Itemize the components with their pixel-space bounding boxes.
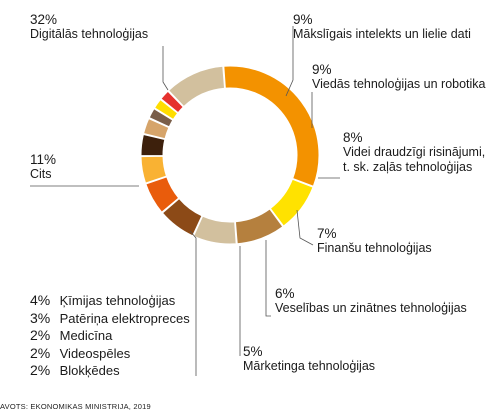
name-ai: Mākslīgais intelekts un lielie dati	[293, 27, 471, 41]
row-electro: 3% Patēriņa elektropreces	[30, 310, 190, 328]
name-block: Blokķēdes	[59, 363, 120, 378]
slice-10	[153, 98, 179, 121]
row-med: 2% Medicīna	[30, 327, 190, 345]
name-med: Medicīna	[59, 328, 113, 343]
name-games: Videospēles	[59, 345, 131, 361]
name-health: Veselības un zinātnes tehnoloģijas	[275, 301, 467, 315]
label-small-group: 4% Ķīmijas tehnoloģijas 3% Patēriņa elek…	[30, 292, 190, 380]
label-digital: 32% Digitālās tehnoloģijas	[30, 12, 148, 42]
name-green-2: t. sk. zaļās tehnoloģijas	[343, 160, 473, 174]
slice-0	[223, 65, 320, 187]
row-chem: 4% Ķīmijas tehnoloģijas	[30, 292, 190, 310]
pct-marketing: 5%	[243, 344, 263, 359]
slice-5	[145, 176, 180, 213]
pct-fintech: 7%	[317, 226, 337, 241]
name-chem: Ķīmijas tehnoloģijas	[59, 293, 176, 308]
label-fintech: 7% Finanšu tehnoloģijas	[317, 226, 432, 256]
slice-3	[192, 215, 237, 245]
name-marketing: Mārketinga tehnoloģijas	[243, 359, 376, 373]
name-green-1: Videi draudzīgi risinājumi,	[343, 145, 486, 159]
pct-electro: 3%	[30, 309, 51, 326]
label-other: 11% Cits	[30, 152, 56, 182]
pct-chem: 4%	[30, 292, 51, 308]
pct-smart: 9%	[312, 62, 332, 77]
pct-green: 8%	[343, 130, 363, 145]
leader-fintech	[296, 209, 314, 246]
leader-health	[265, 240, 271, 317]
label-smart: 9% Viedās tehnoloģijas un robotika	[312, 62, 486, 92]
name-electro: Patēriņa elektropreces	[59, 310, 190, 326]
slice-6	[140, 155, 168, 184]
name-smart: Viedās tehnoloģijas un robotika	[312, 77, 486, 91]
pct-other: 11%	[30, 152, 57, 167]
pct-ai: 9%	[293, 12, 313, 27]
slice-4	[161, 197, 203, 237]
slice-8	[143, 117, 170, 140]
leader-digital	[162, 46, 169, 91]
pct-block: 2%	[30, 362, 51, 378]
slice-12	[167, 65, 226, 108]
leader-small	[189, 230, 197, 376]
slice-11	[160, 90, 184, 114]
slice-1	[269, 178, 314, 227]
name-other: Cits	[30, 167, 52, 181]
slice-7	[140, 133, 166, 157]
slice-9	[148, 108, 174, 128]
pct-games: 2%	[30, 344, 51, 361]
name-fintech: Finanšu tehnoloģijas	[317, 241, 432, 255]
pct-digital: 32%	[30, 12, 58, 27]
label-health: 6% Veselības un zinātnes tehnoloģijas	[275, 286, 467, 316]
source-note: AVOTS: EKONOMIKAS MINISTRIJA, 2019	[0, 402, 151, 411]
pct-med: 2%	[30, 327, 51, 343]
slice-2	[234, 208, 284, 245]
label-ai: 9% Mākslīgais intelekts un lielie dati	[293, 12, 471, 42]
row-block: 2% Blokķēdes	[30, 362, 190, 380]
name-digital: Digitālās tehnoloģijas	[30, 27, 149, 41]
label-marketing: 5% Mārketinga tehnoloģijas	[243, 344, 375, 374]
row-games: 2% Videospēles	[30, 345, 190, 363]
leader-ai	[285, 26, 294, 97]
label-green: 8% Videi draudzīgi risinājumi, t. sk. za…	[343, 130, 485, 175]
pct-health: 6%	[275, 286, 295, 301]
